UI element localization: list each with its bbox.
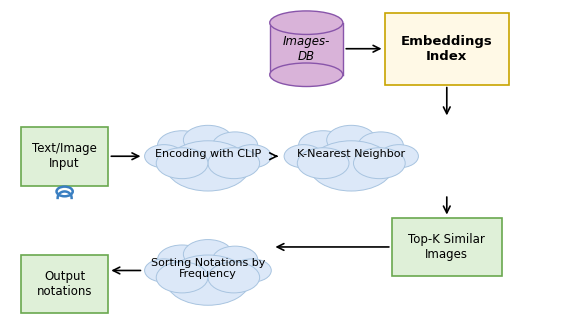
Ellipse shape <box>270 11 343 35</box>
Ellipse shape <box>157 131 207 160</box>
Ellipse shape <box>144 144 183 168</box>
Text: Text/Image
Input: Text/Image Input <box>32 142 97 170</box>
Ellipse shape <box>358 132 404 159</box>
Ellipse shape <box>379 144 418 168</box>
Ellipse shape <box>208 262 260 293</box>
Ellipse shape <box>212 246 258 273</box>
Text: Embeddings
Index: Embeddings Index <box>401 35 493 63</box>
Text: Sorting Notations by
Frequency: Sorting Notations by Frequency <box>151 258 265 279</box>
Ellipse shape <box>327 125 376 155</box>
Ellipse shape <box>284 144 323 168</box>
Text: Images-
DB: Images- DB <box>283 35 330 63</box>
Bar <box>270 23 343 75</box>
Ellipse shape <box>183 125 233 155</box>
Ellipse shape <box>157 245 207 274</box>
Ellipse shape <box>353 148 405 179</box>
Text: Output
notations: Output notations <box>37 270 92 298</box>
Text: Top-K Similar
Images: Top-K Similar Images <box>409 233 485 261</box>
Ellipse shape <box>166 255 250 305</box>
FancyBboxPatch shape <box>385 13 509 85</box>
FancyBboxPatch shape <box>21 255 108 313</box>
Ellipse shape <box>233 144 271 168</box>
Ellipse shape <box>183 240 233 269</box>
Ellipse shape <box>208 148 260 179</box>
Ellipse shape <box>144 259 183 282</box>
FancyBboxPatch shape <box>21 127 108 185</box>
Ellipse shape <box>212 132 258 159</box>
Ellipse shape <box>166 141 250 191</box>
Ellipse shape <box>156 148 208 179</box>
Ellipse shape <box>309 141 393 191</box>
Text: Encoding with CLIP: Encoding with CLIP <box>155 149 261 159</box>
Text: K-Nearest Neighbor: K-Nearest Neighbor <box>297 149 405 159</box>
FancyBboxPatch shape <box>392 218 502 276</box>
Ellipse shape <box>233 259 271 282</box>
Ellipse shape <box>270 63 343 86</box>
Ellipse shape <box>297 148 349 179</box>
Ellipse shape <box>298 131 348 160</box>
Ellipse shape <box>156 262 208 293</box>
